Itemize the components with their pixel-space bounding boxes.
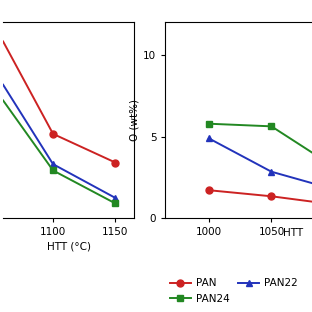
X-axis label: HTT (°C): HTT (°C) xyxy=(46,241,91,251)
Text: HTT: HTT xyxy=(282,228,303,238)
Legend: PAN, PAN24, PAN22: PAN, PAN24, PAN22 xyxy=(170,279,298,304)
Y-axis label: O (wt%): O (wt%) xyxy=(129,99,139,141)
